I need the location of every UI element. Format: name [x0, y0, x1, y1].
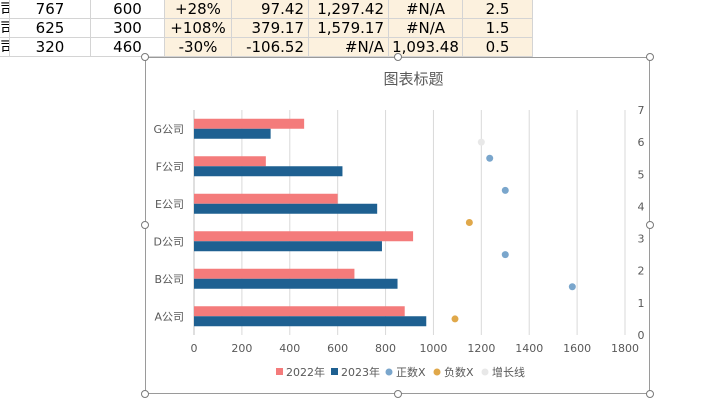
category-label: A公司 [154, 310, 184, 323]
right-y-tick-label: 3 [638, 233, 645, 246]
cell-pos-x[interactable]: 97.42 [232, 0, 309, 19]
resize-handle-top-right[interactable] [646, 53, 654, 61]
cell-company[interactable]: 司 [0, 38, 10, 57]
cell-pos-x[interactable]: -106.52 [232, 38, 309, 57]
bar-series-a [194, 231, 414, 242]
right-y-tick-label: 0 [638, 329, 645, 342]
legend-label: 增长线 [492, 365, 525, 379]
cell-growth[interactable]: +108% [165, 19, 232, 38]
scatter-point [486, 154, 494, 162]
cell-2023[interactable]: 460 [91, 38, 165, 57]
legend-marker [433, 368, 441, 376]
cell-neg-x[interactable]: 1,579.17 [309, 19, 389, 38]
right-y-tick-label: 5 [638, 168, 645, 181]
x-tick-label: 1800 [611, 342, 639, 355]
cell-neg-x[interactable]: #N/A [309, 38, 389, 57]
legend-label: 正数X [396, 366, 426, 379]
right-y-tick-label: 7 [638, 104, 645, 117]
category-label: E公司 [155, 198, 184, 211]
legend-label: 2022年 [286, 365, 325, 379]
chart-object[interactable]: 图表标题 0 200 400 600 800 1000 1200 1400 1600 1800 0 1 2… [145, 57, 650, 394]
cell-y[interactable]: 0.5 [463, 38, 533, 57]
right-y-tick-label: 4 [638, 200, 645, 213]
scatter-point [501, 186, 509, 194]
x-tick-label: 800 [375, 342, 396, 355]
category-label: G公司 [153, 123, 184, 136]
resize-handle-bottom-right[interactable] [646, 390, 654, 398]
legend-marker [481, 368, 489, 376]
scatter-point [451, 315, 459, 323]
x-tick-label: 0 [191, 342, 198, 355]
bar-series-b [194, 203, 378, 214]
category-label: D公司 [154, 235, 184, 248]
cell-neg-x[interactable]: 1,297.42 [309, 0, 389, 19]
resize-handle-bottom[interactable] [394, 390, 402, 398]
right-y-tick-label: 6 [638, 136, 645, 149]
bar-series-a [194, 156, 266, 167]
resize-handle-right[interactable] [646, 221, 654, 229]
cell-growth[interactable]: +28% [165, 0, 232, 19]
cell-company[interactable]: 司 [0, 19, 10, 38]
category-label: B公司 [154, 273, 184, 286]
cell-line-x[interactable]: #N/A [389, 0, 463, 19]
x-tick-label: 400 [279, 342, 300, 355]
resize-handle-top[interactable] [394, 53, 402, 61]
legend-label: 2023年 [341, 365, 380, 379]
bar-series-b [194, 166, 343, 177]
right-y-tick-label: 2 [638, 265, 645, 278]
cell-y[interactable]: 2.5 [463, 0, 533, 19]
scatter-point [568, 283, 576, 291]
x-tick-label: 1200 [467, 342, 495, 355]
cell-2023[interactable]: 300 [91, 19, 165, 38]
legend-label: 负数X [444, 365, 474, 379]
cell-y[interactable]: 1.5 [463, 19, 533, 38]
x-tick-label: 600 [327, 342, 348, 355]
x-tick-label: 200 [231, 342, 252, 355]
cell-line-x[interactable]: 1,093.48 [389, 38, 463, 57]
cell-2022[interactable]: 625 [10, 19, 91, 38]
scatter-point [465, 219, 473, 226]
cell-line-x[interactable]: #N/A [389, 19, 463, 38]
legend-marker [385, 368, 393, 376]
cell-pos-x[interactable]: 379.17 [232, 19, 309, 38]
right-y-tick-label: 1 [638, 297, 645, 310]
legend-swatch [276, 368, 283, 375]
bar-series-b [194, 316, 427, 327]
x-tick-label: 1600 [563, 342, 591, 355]
x-tick-label: 1000 [419, 342, 447, 355]
resize-handle-left[interactable] [141, 221, 149, 229]
legend-swatch [331, 368, 338, 375]
bar-series-a [194, 306, 405, 317]
cell-company[interactable]: 司 [0, 0, 10, 19]
chart-title: 图表标题 [383, 70, 443, 88]
bar-series-a [194, 118, 305, 129]
bar-series-b [194, 278, 398, 289]
scatter-point [477, 138, 485, 146]
x-tick-label: 1400 [515, 342, 543, 355]
cell-2022[interactable]: 320 [10, 38, 91, 57]
resize-handle-bottom-left[interactable] [141, 390, 149, 398]
scatter-point [501, 251, 509, 259]
cell-growth[interactable]: -30% [165, 38, 232, 57]
bar-series-b [194, 128, 271, 139]
bar-series-a [194, 193, 338, 204]
cell-2022[interactable]: 767 [10, 0, 91, 19]
category-label: F公司 [156, 160, 184, 173]
bar-series-b [194, 241, 382, 252]
cell-2023[interactable]: 600 [91, 0, 165, 19]
bar-series-a [194, 268, 355, 279]
resize-handle-top-left[interactable] [141, 53, 149, 61]
